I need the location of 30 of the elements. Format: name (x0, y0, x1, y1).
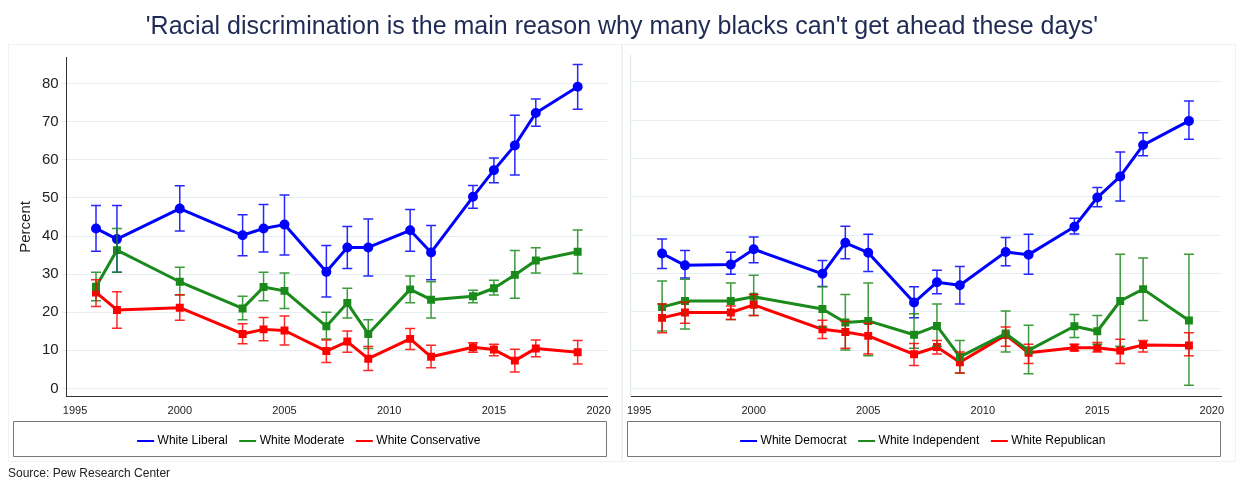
x-tick-label: 2005 (272, 404, 297, 417)
legend-label: White Liberal (157, 433, 228, 448)
x-tick-label: 2000 (167, 404, 193, 417)
x-tick-label: 1995 (626, 404, 652, 417)
x-tick-label: 2020 (1199, 404, 1225, 417)
y-tick-label: 30 (42, 264, 59, 282)
y-tick-label: 20 (42, 302, 59, 320)
legend-label: White Independent (878, 433, 981, 448)
x-tick-label: 2015 (481, 404, 507, 417)
y-axis-title: Percent (16, 200, 34, 253)
x-tick-label: 2000 (741, 404, 766, 417)
x-tick-label: 2010 (376, 404, 402, 417)
legend-label: White Republican (1011, 433, 1106, 448)
x-tick-label: 2010 (970, 404, 996, 417)
legend-label: White Democrat (760, 433, 848, 448)
chart-title: 'Racial discrimination is the main reason why many blacks can't get ahead these days' (144, 10, 1100, 41)
x-tick-label: 2005 (855, 404, 881, 417)
legend-label: White Conservative (376, 433, 481, 448)
y-tick-label: 60 (42, 149, 59, 167)
y-tick-label: 80 (42, 73, 59, 91)
y-tick-label: 10 (42, 340, 59, 358)
x-tick-label: 2020 (586, 404, 611, 417)
source-note: Source: Pew Research Center (8, 466, 172, 480)
x-tick-label: 1995 (62, 404, 88, 417)
legend-label: White Moderate (259, 433, 345, 448)
y-tick-label: 70 (42, 111, 59, 129)
x-tick-label: 2015 (1085, 404, 1110, 417)
y-tick-label: 0 (50, 378, 59, 396)
y-tick-label: 40 (42, 226, 59, 244)
y-tick-label: 50 (42, 188, 59, 206)
